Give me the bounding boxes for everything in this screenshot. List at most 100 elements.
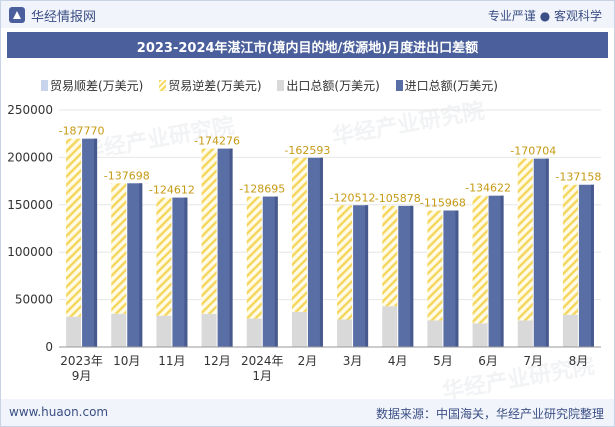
x-tick-label: 9月 <box>72 369 92 383</box>
export-bar <box>156 315 172 347</box>
legend-import: 进口总额(万美元) <box>395 77 498 94</box>
import-bar <box>217 148 233 347</box>
import-bar-shade <box>94 138 98 347</box>
legend-import-swatch <box>395 80 403 91</box>
footer-source: 数据来源：中国海关，华经产业研究院整理 <box>375 407 604 421</box>
legend-deficit: 贸易逆差(万美元) <box>159 77 262 94</box>
export-bar <box>517 320 533 347</box>
deficit-data-label: -137698 <box>104 169 150 182</box>
x-tick-label: 2024年 <box>241 354 284 368</box>
deficit-data-label: -174276 <box>194 135 240 148</box>
export-bar <box>382 306 398 347</box>
x-tick-label: 6月 <box>478 354 498 368</box>
export-bar <box>427 320 443 347</box>
huajing-logo-icon <box>9 7 25 23</box>
export-bar <box>562 314 578 347</box>
deficit-data-label: -170704 <box>510 145 556 158</box>
import-bar-shade <box>139 183 143 347</box>
legend-surplus-label: 贸易顺差(万美元) <box>50 79 144 93</box>
legend-deficit-swatch <box>159 80 167 91</box>
legend-export-label: 出口总额(万美元) <box>286 79 380 93</box>
title-bar: 2023-2024年湛江市(境内目的地/货源地)月度进出口差额 <box>7 32 608 58</box>
import-bar <box>172 197 188 347</box>
deficit-bar <box>337 205 353 320</box>
import-bar <box>353 205 369 347</box>
deficit-bar <box>201 148 217 314</box>
x-tick-label: 10月 <box>113 354 140 368</box>
import-bar <box>398 205 414 347</box>
x-tick-label: 2月 <box>298 354 318 368</box>
deficit-bar <box>246 196 262 319</box>
deficit-data-label: -187770 <box>59 125 105 138</box>
chart-title: 2023-2024年湛江市(境内目的地/货源地)月度进出口差额 <box>136 41 479 56</box>
import-bar-shade <box>455 210 459 347</box>
import-bar <box>578 184 594 347</box>
legend-import-label: 进口总额(万美元) <box>404 79 498 93</box>
deficit-data-label: -124612 <box>149 184 195 197</box>
x-tick-label: 3月 <box>343 354 363 368</box>
export-bar <box>291 311 307 347</box>
import-bar-shade <box>184 197 188 347</box>
y-tick-label: 200000 <box>7 150 53 164</box>
x-tick-label: 4月 <box>388 354 408 368</box>
import-bar-shade <box>500 195 504 347</box>
import-bar <box>262 196 278 347</box>
legend-surplus: 贸易顺差(万美元) <box>41 77 143 94</box>
legend-export: 出口总额(万美元) <box>277 77 380 94</box>
deficit-bar <box>427 210 443 321</box>
export-bar <box>472 323 488 347</box>
slogan: 专业严谨 ● 客观科学 <box>487 9 602 23</box>
import-bar-shade <box>274 196 278 347</box>
y-tick-label: 0 <box>45 340 53 354</box>
import-bar <box>307 157 323 347</box>
brand-name: 华经情报网 <box>31 10 97 25</box>
export-bar <box>337 319 353 347</box>
y-tick-label: 250000 <box>7 103 53 117</box>
deficit-data-label: -128695 <box>239 183 285 196</box>
import-bar <box>443 210 459 347</box>
deficit-bar <box>517 158 533 321</box>
deficit-bar <box>472 195 488 324</box>
import-bar <box>533 158 549 347</box>
legend-deficit-label: 贸易逆差(万美元) <box>168 79 262 93</box>
export-bar <box>201 313 217 347</box>
x-tick-label: 8月 <box>569 354 589 368</box>
import-bar <box>127 183 143 347</box>
y-tick-label: 150000 <box>7 198 53 212</box>
deficit-data-label: -137158 <box>555 171 601 184</box>
import-bar <box>488 195 504 347</box>
x-tick-label: 5月 <box>433 354 453 368</box>
deficit-bar <box>291 157 307 312</box>
deficit-bar <box>562 184 578 315</box>
deficit-bar <box>382 205 398 307</box>
deficit-bar <box>156 197 172 316</box>
x-tick-label: 7月 <box>523 354 543 368</box>
import-bar-shade <box>365 205 369 347</box>
import-bar <box>82 138 98 347</box>
import-bar-shade <box>319 157 323 347</box>
deficit-bar <box>66 138 82 317</box>
export-bar <box>111 313 127 347</box>
import-bar-shade <box>229 148 233 347</box>
x-tick-label: 2023年 <box>60 354 103 368</box>
export-bar <box>246 318 262 347</box>
x-tick-label: 11月 <box>158 354 185 368</box>
x-tick-label: 1月 <box>252 369 272 383</box>
deficit-bar <box>111 183 127 314</box>
deficit-data-label: -162593 <box>284 144 330 157</box>
export-bar <box>66 316 82 347</box>
import-bar-shade <box>410 205 414 347</box>
legend-export-swatch <box>277 80 285 91</box>
y-tick-label: 50000 <box>15 293 53 307</box>
bar-chart: -187770 -137698 -124612 -174276 -128695 -1625… <box>7 103 601 383</box>
import-bar-shade <box>590 184 594 347</box>
footer-website: www.huaon.com <box>9 405 109 419</box>
x-tick-label: 12月 <box>203 354 230 368</box>
deficit-data-label: -105878 <box>375 192 421 205</box>
y-tick-label: 100000 <box>7 245 53 259</box>
deficit-data-label: -134622 <box>465 182 511 195</box>
footer-bar: www.huaon.com 数据来源：中国海关，华经产业研究院整理 <box>1 399 614 426</box>
header-bar: 华经情报网 专业严谨 ● 客观科学 <box>1 1 614 28</box>
legend: 贸易顺差(万美元) 贸易逆差(万美元) 出口总额(万美元) 进口总额(万美元) <box>41 77 510 94</box>
